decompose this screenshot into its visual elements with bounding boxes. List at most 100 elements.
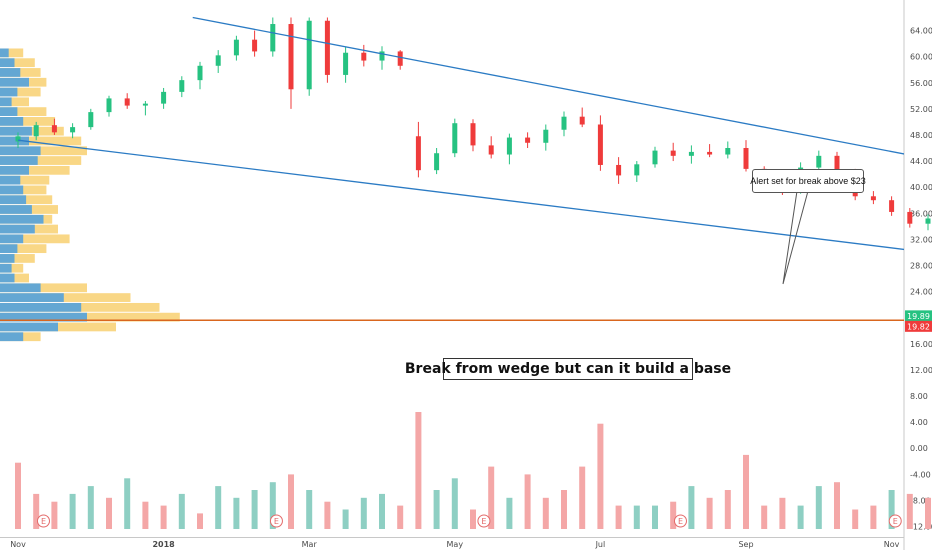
volume-profile-bar	[0, 293, 131, 302]
volume-profile-bar	[0, 254, 35, 263]
price-label-box	[905, 320, 932, 332]
price-tick-label: 36.00	[910, 209, 932, 218]
volume-profile-bar	[0, 87, 41, 97]
volume-profile-bar	[0, 312, 87, 322]
earnings-marker-label: E	[678, 517, 683, 526]
candle-body	[597, 124, 603, 165]
volume-profile-bar	[0, 205, 32, 214]
volume-profile-bar	[0, 126, 32, 136]
price-tick-label: 0.00	[910, 444, 928, 453]
volume-profile-bar	[0, 136, 82, 146]
candle-body	[70, 127, 76, 133]
volume-bar	[415, 412, 422, 529]
candle-body	[197, 65, 203, 81]
volume-bar	[615, 505, 622, 529]
volume-bar	[269, 482, 276, 529]
price-tick-label: 52.00	[910, 105, 932, 114]
lower-wedge-line	[17, 139, 904, 251]
earnings-marker-label: E	[274, 517, 279, 526]
volume-bar	[688, 486, 695, 529]
candle-body	[870, 196, 876, 201]
volume-bar	[652, 505, 658, 529]
volume-bar	[142, 501, 149, 529]
volume-profile-bar	[0, 156, 82, 165]
candle-body	[525, 137, 531, 143]
time-tick-label: Nov	[10, 540, 26, 549]
volume-bar	[397, 505, 404, 529]
volume-profile-bar	[0, 146, 87, 156]
volume-profile-bar	[0, 283, 87, 293]
volume-profile-bar	[0, 77, 29, 87]
volume-profile-bar	[0, 244, 18, 254]
time-tick-label: Jul	[595, 540, 606, 549]
candle-body	[743, 148, 749, 169]
price-tick-label: 64.00	[910, 27, 932, 36]
price-tick-label: -12.00	[910, 522, 932, 531]
price-label-box	[905, 310, 932, 322]
price-label-text: 19.82	[907, 322, 930, 331]
volume-bar	[124, 478, 131, 529]
volume-bar	[87, 486, 94, 529]
volume-bar	[506, 497, 513, 529]
price-tick-label: 48.00	[910, 131, 932, 140]
candle-body	[379, 51, 385, 61]
volume-profile-bar	[0, 165, 70, 175]
volume-bar	[433, 490, 440, 529]
volume-profile-bar	[0, 97, 29, 107]
volume-profile-bar	[0, 87, 18, 97]
candle-body	[725, 148, 731, 155]
chart-annotation-title[interactable]: Break from wedge but can it build a base	[405, 358, 731, 380]
volume-bar	[233, 497, 240, 529]
volume-bar	[852, 509, 859, 529]
volume-profile-bar	[0, 48, 9, 58]
volume-profile-bar	[0, 136, 29, 146]
volume-bar	[706, 497, 713, 529]
candle-body	[51, 125, 57, 133]
candle-body	[142, 103, 148, 106]
candle-body	[816, 155, 822, 168]
volume-bar	[524, 474, 531, 529]
price-tick-label: 32.00	[910, 235, 932, 244]
volume-profile-bar	[0, 224, 35, 234]
price-tick-label: 28.00	[910, 261, 932, 270]
candle-body	[252, 39, 258, 52]
volume-bar	[197, 513, 203, 529]
volume-bar	[561, 490, 567, 529]
candle-body	[161, 91, 167, 104]
candle-body	[707, 151, 713, 155]
alert-callout[interactable]: Alert set for break above $23	[750, 169, 866, 193]
candle-body	[616, 164, 622, 176]
earnings-marker-label: E	[481, 517, 486, 526]
volume-bar	[834, 482, 840, 529]
price-tick-label: 4.00	[910, 418, 928, 427]
volume-bar	[33, 493, 40, 529]
volume-bar	[106, 497, 112, 529]
volume-bar	[342, 509, 349, 529]
candle-body	[925, 218, 931, 224]
volume-profile-bar	[0, 254, 15, 263]
volume-profile-bar	[0, 107, 18, 117]
volume-profile-bar	[0, 165, 29, 175]
earnings-marker	[888, 514, 902, 528]
volume-profile-bar	[0, 234, 24, 244]
volume-profile-bar	[0, 283, 41, 293]
earnings-marker	[673, 514, 687, 528]
candle-body	[561, 116, 567, 130]
volume-bar	[488, 466, 495, 529]
volume-profile-bar	[0, 214, 44, 224]
volume-bar	[379, 493, 385, 529]
price-label-text: 19.89	[907, 312, 930, 321]
volume-profile-bar	[0, 68, 21, 77]
volume-bar	[797, 505, 804, 529]
price-tick-label: -4.00	[910, 470, 931, 479]
volume-bar	[451, 478, 458, 529]
price-tick-label: 12.00	[910, 366, 932, 375]
volume-bar	[724, 490, 731, 529]
price-tick-label: 16.00	[910, 340, 932, 349]
volume-profile-bar	[0, 175, 50, 185]
candle-body	[361, 52, 367, 61]
earnings-marker-label: E	[893, 517, 898, 526]
volume-bar	[579, 466, 586, 529]
